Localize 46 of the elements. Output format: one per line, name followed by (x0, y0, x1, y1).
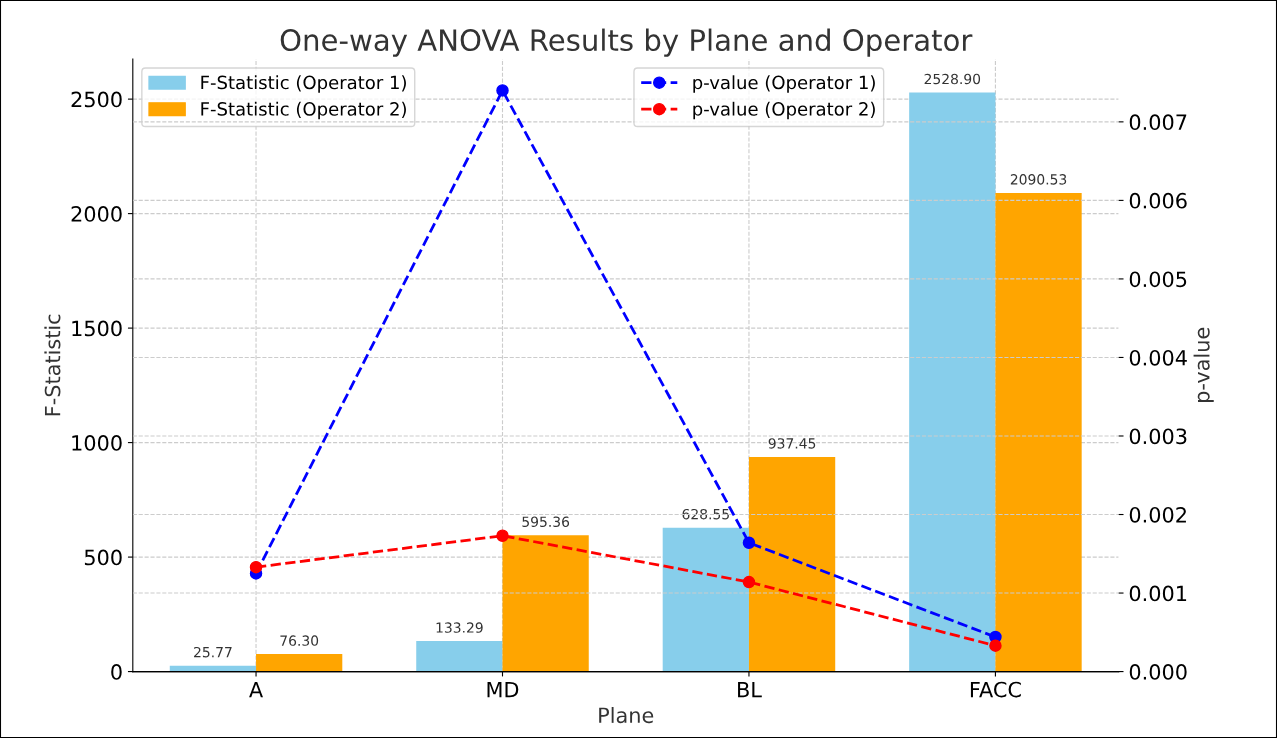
point (496, 84, 509, 97)
y2-tick-label: 0.004 (1129, 349, 1187, 366)
x-axis-title: Plane (599, 707, 654, 724)
x-tick-label: MD (487, 681, 519, 698)
y-tick-label: 1500 (72, 320, 122, 337)
data-label: 133.29 (436, 622, 483, 633)
point (742, 575, 756, 589)
y2-tick-label: 0.000 (1129, 664, 1187, 680)
bar (416, 641, 503, 672)
data-label: 2090.53 (1010, 174, 1067, 185)
bar (502, 535, 589, 672)
y-tick-label: 2500 (71, 91, 122, 108)
bar (748, 456, 836, 672)
legend-label: p-value (Operator 2) (693, 101, 875, 120)
y-tick-label: 0 (111, 664, 122, 680)
x-tick-label: FACC (970, 681, 1021, 698)
y-tick-label: 2000 (71, 206, 122, 222)
y2-tick-label: 0.005 (1129, 271, 1187, 288)
bar (256, 654, 343, 672)
data-label: 76.30 (280, 635, 319, 646)
point (742, 536, 756, 550)
point (496, 529, 509, 542)
y2-tick-label: 0.006 (1129, 192, 1187, 209)
point (989, 639, 1002, 652)
x-tick-label: A (249, 681, 263, 698)
bar (662, 527, 749, 672)
legend-label: p-value (Operator 1) (693, 75, 875, 93)
y-tick-label: 1000 (72, 435, 122, 451)
data-label: 2528.90 (924, 73, 981, 85)
chart-title: One-way ANOVA Results by Plane and Operator (280, 28, 973, 57)
x-tick-label: BL (738, 681, 762, 698)
y-axis-title: F-Statistic (44, 314, 61, 416)
legend-label: F-Statistic (Operator 2) (201, 101, 406, 120)
point (249, 560, 263, 574)
data-label: 25.77 (194, 646, 232, 658)
data-label: 937.45 (768, 438, 816, 449)
bar (909, 92, 996, 672)
y2-axis-title: p-value (1193, 327, 1214, 402)
legend-label: F-Statistic (Operator 1) (201, 75, 406, 93)
bar (995, 192, 1082, 672)
y2-tick-label: 0.001 (1129, 585, 1187, 602)
y2-tick-label: 0.003 (1129, 428, 1187, 445)
y2-tick-label: 0.007 (1129, 114, 1187, 131)
y-tick-label: 500 (84, 549, 122, 566)
y2-tick-label: 0.002 (1129, 506, 1186, 523)
data-label: 595.36 (522, 516, 570, 527)
